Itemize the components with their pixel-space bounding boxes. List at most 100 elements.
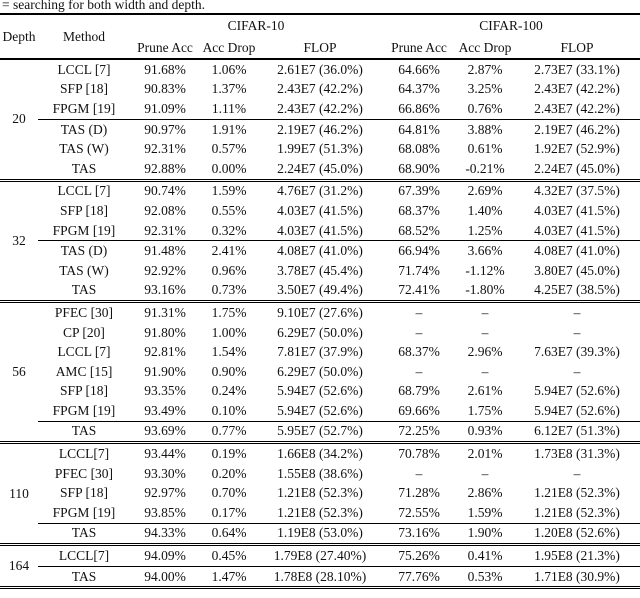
- method-cell: LCCL[7]: [38, 543, 130, 567]
- value-cell: 0.93%: [456, 420, 514, 443]
- table-row: 56 PFEC [30] 91.31% 1.75% 9.10E7 (27.6%) – – –: [0, 300, 640, 443]
- cifar10-acc-drop-header: Acc Drop: [200, 37, 258, 60]
- value-cell: 1.55E8 (38.6%): [277, 465, 363, 481]
- value-cell: 94.09%: [130, 543, 200, 567]
- depth-block-164: 164 LCCL[7] 94.09% 0.45% 1.79E8 (27.40%) 75.2…: [0, 543, 640, 588]
- value-cell: 90.97%: [130, 118, 200, 140]
- method-cell: TAS (W): [59, 141, 109, 157]
- header-group-row: Depth Method CIFAR-10 CIFAR-100: [0, 14, 640, 60]
- value-cell: 92.92%: [144, 262, 186, 278]
- value-cell: 0.57%: [211, 141, 247, 157]
- value-cell: 3.25%: [467, 81, 503, 97]
- table-row: TAS 94.33% 0.64% 1.19E8 (53.0%) 73.16% 1.90% 1…: [0, 522, 640, 545]
- method-cell: TAS: [38, 420, 130, 443]
- value-cell: 1.40%: [467, 202, 503, 218]
- method-cell: TAS (D): [38, 118, 130, 140]
- table-row: TAS 93.69% 0.77% 5.95E7 (52.7%) 72.25% 0.93% 6…: [0, 420, 640, 443]
- value-cell: 94.00%: [130, 565, 200, 588]
- value-cell: 1.92E7 (52.9%): [534, 141, 620, 157]
- table-row: TAS 92.88% 0.00% 2.24E7 (45.0%) 68.90% -0.21%…: [0, 159, 640, 180]
- value-cell: 1.75%: [200, 300, 258, 323]
- depth-cell: 20: [12, 111, 26, 127]
- method-cell: SFP [18]: [60, 383, 108, 399]
- value-cell: 75.26%: [382, 543, 456, 567]
- value-cell: 93.44%: [130, 441, 200, 464]
- value-cell: 7.63E7 (39.3%): [534, 344, 620, 360]
- table-row: CP [20] 91.80% 1.00% 6.29E7 (50.0%) – – –: [0, 323, 640, 343]
- cifar100-flop-header: FLOP: [514, 37, 640, 60]
- method-cell: TAS (W): [59, 262, 109, 278]
- value-cell: 5.94E7 (52.6%): [534, 402, 620, 418]
- value-cell: 93.85%: [144, 504, 186, 520]
- depth-cell: 110: [0, 441, 38, 545]
- value-cell: 2.19E7 (46.2%): [514, 118, 640, 140]
- value-cell: -1.80%: [465, 282, 505, 298]
- value-cell: 72.25%: [382, 420, 456, 443]
- value-cell: 0.77%: [200, 420, 258, 443]
- value-cell: 0.61%: [467, 141, 503, 157]
- method-cell: SFP [18]: [60, 485, 108, 501]
- value-cell: 68.37%: [398, 202, 440, 218]
- depth-column-header: Depth: [0, 14, 38, 60]
- cifar10-flop-header: FLOP: [258, 37, 382, 60]
- value-cell: 2.61%: [467, 383, 503, 399]
- value-cell: 2.41%: [200, 240, 258, 261]
- method-column-header: Method: [38, 14, 130, 60]
- value-cell: 1.11%: [211, 100, 247, 116]
- value-cell: –: [382, 300, 456, 323]
- value-cell: 1.79E8 (27.40%): [258, 543, 382, 567]
- method-cell: LCCL [7]: [57, 61, 111, 77]
- table-row: 20 LCCL [7] 91.68% 1.06% 2.61E7 (36.0%) 64.66…: [0, 59, 640, 126]
- value-cell: 93.49%: [144, 402, 186, 418]
- value-cell: 93.30%: [144, 465, 186, 481]
- value-cell: 0.53%: [456, 565, 514, 588]
- cifar100-prune-acc-header: Prune Acc: [382, 37, 456, 60]
- value-cell: 91.09%: [144, 100, 186, 116]
- value-cell: 1.21E8 (52.3%): [277, 485, 363, 501]
- value-cell: 1.59%: [200, 178, 258, 202]
- value-cell: 2.96%: [467, 344, 503, 360]
- method-cell: FPGM [19]: [52, 402, 116, 418]
- value-cell: 92.08%: [144, 202, 186, 218]
- value-cell: 1.37%: [211, 81, 247, 97]
- value-cell: 92.31%: [144, 141, 186, 157]
- results-table: Depth Method CIFAR-10 CIFAR-100 Prune Ac…: [0, 13, 640, 590]
- value-cell: 6.12E7 (51.3%): [514, 420, 640, 443]
- table-row: TAS 93.16% 0.73% 3.50E7 (49.4%) 72.41% -1.80%…: [0, 281, 640, 302]
- value-cell: 3.88%: [456, 118, 514, 140]
- table-row: 164 LCCL[7] 94.09% 0.45% 1.79E8 (27.40%) 75.2…: [0, 543, 640, 588]
- value-cell: 70.78%: [382, 441, 456, 464]
- value-cell: 1.06%: [211, 61, 247, 77]
- value-cell: 91.90%: [144, 363, 186, 379]
- value-cell: 0.10%: [211, 402, 247, 418]
- value-cell: 0.64%: [200, 522, 258, 545]
- value-cell: 2.19E7 (46.2%): [258, 118, 382, 140]
- method-cell: CP [20]: [63, 324, 105, 340]
- value-cell: 2.24E7 (45.0%): [534, 160, 620, 176]
- value-cell: 71.28%: [398, 485, 440, 501]
- value-cell: 3.66%: [456, 240, 514, 261]
- value-cell: 1.66E8 (34.2%): [258, 441, 382, 464]
- method-cell: FPGM [19]: [52, 504, 116, 520]
- method-cell: PFEC [30]: [38, 300, 130, 323]
- value-cell: 0.76%: [467, 100, 503, 116]
- value-cell: 64.81%: [382, 118, 456, 140]
- table-row: SFP [18] 92.08% 0.55% 4.03E7 (41.5%) 68.37% 1…: [0, 201, 640, 221]
- value-cell: 3.50E7 (49.4%): [277, 282, 363, 298]
- value-cell: 64.66%: [398, 61, 440, 77]
- value-cell: 91.48%: [130, 240, 200, 261]
- table-row: SFP [18] 90.83% 1.37% 2.43E7 (42.2%) 64.37% 3…: [0, 80, 640, 100]
- value-cell: 91.31%: [130, 300, 200, 323]
- value-cell: 1.21E8 (52.3%): [534, 485, 620, 501]
- value-cell: 0.90%: [211, 363, 247, 379]
- value-cell: 1.21E8 (52.3%): [277, 504, 363, 520]
- value-cell: 2.69%: [456, 178, 514, 202]
- value-cell: –: [415, 324, 423, 340]
- value-cell: 1.19E8 (53.0%): [258, 522, 382, 545]
- method-cell: AMC [15]: [55, 363, 113, 379]
- header-sub-row: Prune Acc Acc Drop FLOP Prune Acc Acc Dr…: [0, 37, 640, 60]
- table-row: TAS (D) 91.48% 2.41% 4.08E7 (41.0%) 66.94% 3.…: [0, 240, 640, 261]
- cifar100-acc-drop-header: Acc Drop: [456, 37, 514, 60]
- value-cell: 0.73%: [211, 282, 247, 298]
- value-cell: 92.81%: [144, 344, 186, 360]
